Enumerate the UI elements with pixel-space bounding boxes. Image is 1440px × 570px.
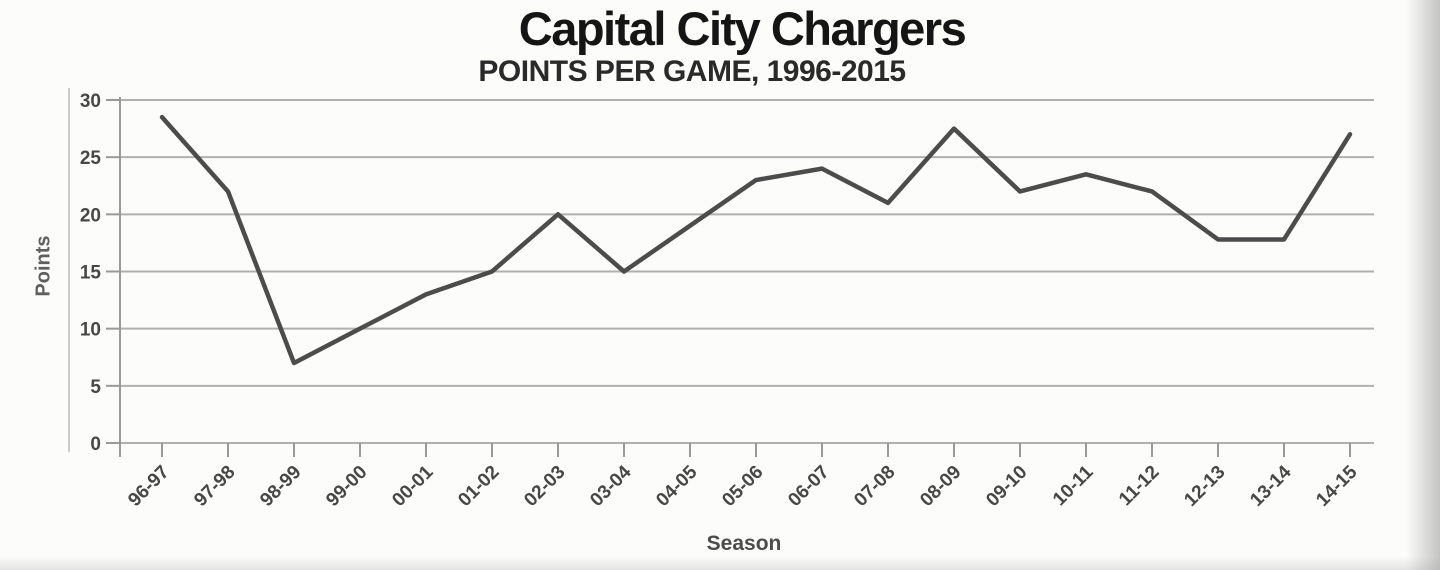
y-tick-label: 5 bbox=[90, 377, 101, 398]
x-tick-label: 08-09 bbox=[916, 462, 965, 511]
x-tick-label: 03-04 bbox=[586, 461, 636, 511]
chart-subtitle: POINTS PER GAME, 1996-2015 bbox=[478, 55, 906, 88]
x-tick-label: 99-00 bbox=[322, 462, 371, 511]
x-tick-label: 98-99 bbox=[256, 462, 305, 511]
x-tick-label: 14-15 bbox=[1312, 461, 1362, 511]
x-tick-label: 10-11 bbox=[1049, 461, 1098, 510]
x-tick-label: 02-03 bbox=[520, 462, 569, 511]
y-tick-label: 25 bbox=[80, 148, 102, 169]
y-tick-label: 15 bbox=[80, 263, 102, 284]
x-tick-label: 13-14 bbox=[1246, 461, 1296, 511]
chart-title: Capital City Chargers bbox=[518, 2, 967, 55]
x-tick-label: 00-01 bbox=[388, 461, 438, 511]
x-tick-label: 04-05 bbox=[652, 461, 702, 511]
x-tick-label: 97-98 bbox=[190, 462, 239, 511]
y-tick-label: 10 bbox=[80, 320, 101, 341]
y-tick-label: 0 bbox=[90, 434, 101, 455]
x-tick-label: 05-06 bbox=[718, 462, 767, 511]
data-line-points-per-game bbox=[159, 114, 1353, 366]
x-tick-label: 96-97 bbox=[124, 462, 173, 511]
x-tick-label: 06-07 bbox=[784, 462, 833, 511]
y-tick-label: 20 bbox=[80, 205, 101, 226]
x-tick-label: 12-13 bbox=[1180, 462, 1229, 511]
x-axis-title: Season bbox=[706, 532, 782, 555]
x-tick-label: 09-10 bbox=[982, 462, 1031, 511]
x-tick-label: 11-12 bbox=[1115, 462, 1163, 510]
x-tick-label: 01-02 bbox=[454, 462, 503, 511]
y-tick-label: 30 bbox=[80, 91, 101, 112]
x-tick-label: 07-08 bbox=[850, 462, 899, 511]
